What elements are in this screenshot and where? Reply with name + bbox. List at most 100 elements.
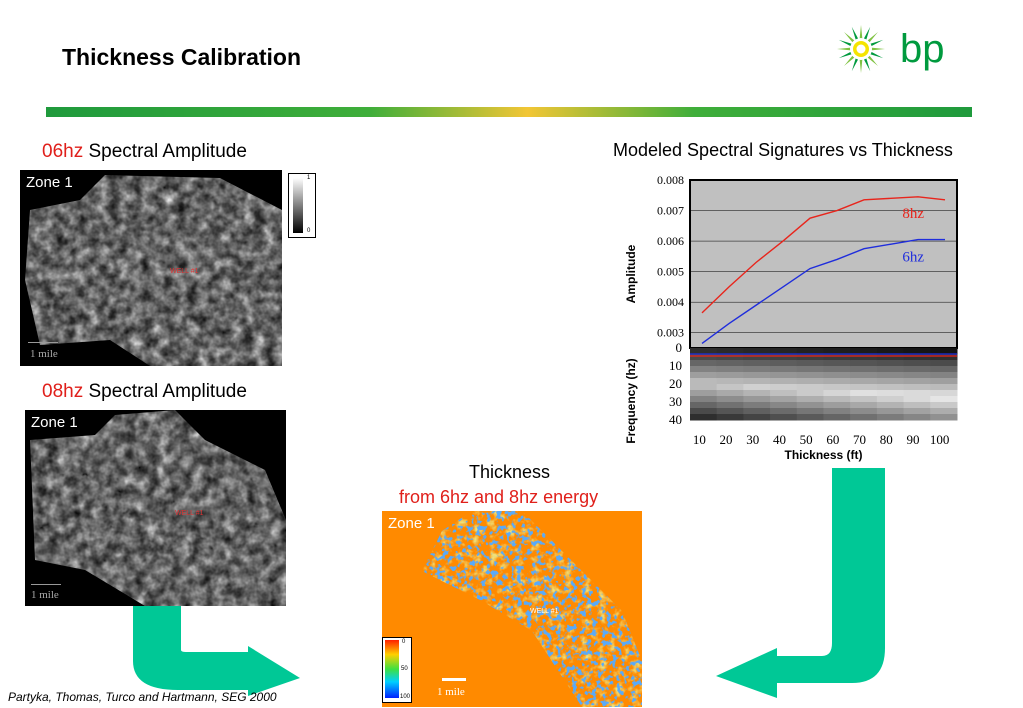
- x-tick-label: 90: [906, 432, 919, 447]
- x-tick-label: 10: [693, 432, 706, 447]
- heatmap-cell: [903, 366, 931, 373]
- heat-y-tick-label: 30: [669, 394, 682, 409]
- heatmap-cell: [850, 402, 878, 409]
- heatmap-cell: [716, 348, 744, 355]
- thickness-map-image: Zone 1 WELL #1 0 50 100 1 mile: [382, 511, 642, 707]
- heatmap-cell: [930, 402, 958, 409]
- helios-ray: [851, 56, 860, 72]
- heatmap-cell: [796, 402, 824, 409]
- header-divider: [46, 107, 972, 117]
- heatmap-cell: [743, 384, 771, 391]
- heatmap-cell: [743, 348, 771, 355]
- heatmap-cell: [716, 408, 744, 415]
- map08-well-label: WELL #1: [175, 510, 204, 517]
- map06-legend-gradient: [293, 178, 303, 233]
- heatmap-cell: [903, 348, 931, 355]
- heatmap-cell: [850, 372, 878, 379]
- heatmap-cell: [770, 354, 798, 361]
- heatmap-cell: [743, 360, 771, 367]
- heatmap-cell: [796, 414, 824, 421]
- spectral-chart: 0.008 0.007 0.006 0.005 0.004 0.003 8hz 6hz Ampl…: [624, 173, 958, 462]
- heatmap-cell: [903, 408, 931, 415]
- heatmap-cell: [903, 372, 931, 379]
- heatmap-cell: [716, 360, 744, 367]
- heatmap-cell: [876, 384, 905, 391]
- heatmap-cell: [876, 360, 905, 367]
- heatmap-cell: [743, 366, 771, 373]
- map08-texture: [25, 410, 286, 606]
- heatmap-cell: [930, 414, 958, 421]
- heatmap-cell: [690, 402, 718, 409]
- chart-title: Modeled Spectral Signatures vs Thickness: [613, 140, 953, 160]
- map06-legend: 1 0: [288, 173, 316, 238]
- thickness-caption-line2: from 6hz and 8hz energy: [399, 487, 599, 507]
- heatmap-cell: [770, 414, 798, 421]
- bp-logo: bp: [832, 22, 952, 78]
- heatmap-cell: [743, 372, 771, 379]
- heatmap-cell: [743, 390, 771, 397]
- heatmap-cell: [850, 366, 878, 373]
- heatmap-cell: [903, 360, 931, 367]
- heatmap-cell: [716, 390, 744, 397]
- heatmap-cell: [770, 384, 798, 391]
- heatmap-cell: [876, 366, 905, 373]
- heatmap-cell: [850, 360, 878, 367]
- heatmap-cell: [770, 408, 798, 415]
- heatmap-cell: [930, 372, 958, 379]
- thickness-zone-label: Zone 1: [388, 515, 435, 532]
- map08-frequency: 08hz: [42, 381, 84, 402]
- heatmap-cell: [770, 378, 798, 385]
- bp-helios-icon: bp: [837, 25, 945, 73]
- heatmap-cell: [690, 372, 718, 379]
- heatmap-cell: [903, 384, 931, 391]
- heatmap-cell: [876, 390, 905, 397]
- heatmap-cell: [796, 378, 824, 385]
- heatmap-cell: [930, 354, 958, 361]
- heatmap-cell: [903, 390, 931, 397]
- heatmap-cell: [716, 396, 744, 403]
- heatmap-cell: [930, 390, 958, 397]
- heatmap-cell: [850, 390, 878, 397]
- heatmap-cell: [716, 366, 744, 373]
- bp-logo-text: bp: [900, 27, 945, 71]
- heatmap-cell: [743, 414, 771, 421]
- heatmap-cell: [690, 390, 718, 397]
- x-tick-label: 70: [853, 432, 866, 447]
- heatmap-cell: [876, 396, 905, 403]
- map08-zone-label: Zone 1: [31, 414, 78, 431]
- heat-y-axis-label: Frequency (hz): [624, 358, 638, 443]
- heatmap-cell: [716, 378, 744, 385]
- helios-ray: [859, 25, 863, 41]
- map06-legend-top: 1: [307, 175, 311, 181]
- heatmap-cell: [850, 378, 878, 385]
- heatmap-cell: [690, 408, 718, 415]
- heatmap-cell: [716, 402, 744, 409]
- heatmap-cell: [796, 372, 824, 379]
- y-tick-label: 0.008: [657, 173, 684, 187]
- heatmap-cell: [716, 372, 744, 379]
- x-tick-label: 80: [880, 432, 893, 447]
- heatmap-cell: [850, 384, 878, 391]
- heatmap-cell: [796, 354, 824, 361]
- heatmap-cell: [876, 414, 905, 421]
- thickness-map-texture: [382, 511, 642, 707]
- heatmap-cell: [876, 372, 905, 379]
- heatmap-cell: [823, 396, 851, 403]
- heat-y-tick-label: 0: [676, 340, 683, 355]
- heat-y-tick-label: 40: [669, 412, 682, 427]
- x-tick-label: 40: [773, 432, 786, 447]
- y-axis-label: Amplitude: [624, 244, 638, 303]
- heatmap-cell: [930, 348, 958, 355]
- heatmap-cell: [743, 396, 771, 403]
- helios-ray: [866, 32, 878, 44]
- heatmap-cell: [690, 360, 718, 367]
- heatmap-cell: [930, 384, 958, 391]
- thickness-legend-top: 0: [402, 639, 406, 645]
- heatmap-cell: [743, 402, 771, 409]
- heatmap-cell: [690, 414, 718, 421]
- heatmap-cell: [930, 378, 958, 385]
- thickness-legend-bottom: 100: [400, 694, 411, 700]
- x-tick-label: 20: [720, 432, 733, 447]
- heatmap-cell: [876, 408, 905, 415]
- heatmap-cell: [690, 384, 718, 391]
